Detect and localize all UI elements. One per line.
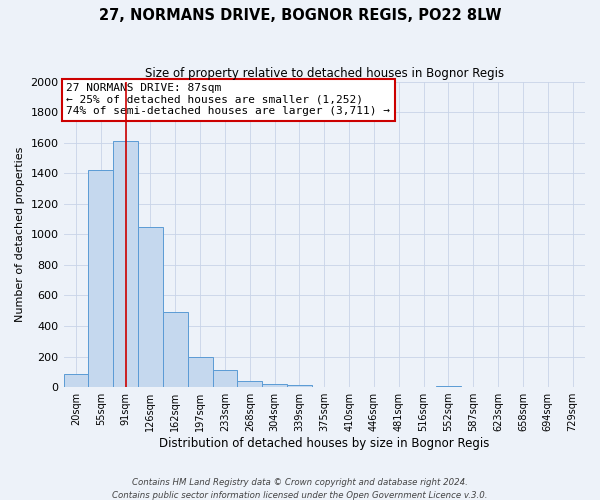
Bar — [113, 141, 138, 387]
Bar — [238, 381, 262, 387]
Bar — [188, 356, 212, 387]
Y-axis label: Number of detached properties: Number of detached properties — [15, 146, 25, 322]
Bar — [287, 385, 312, 387]
Bar — [163, 312, 188, 387]
Bar — [88, 170, 113, 387]
X-axis label: Distribution of detached houses by size in Bognor Regis: Distribution of detached houses by size … — [159, 437, 490, 450]
Bar — [212, 370, 238, 387]
Text: Contains HM Land Registry data © Crown copyright and database right 2024.
Contai: Contains HM Land Registry data © Crown c… — [112, 478, 488, 500]
Title: Size of property relative to detached houses in Bognor Regis: Size of property relative to detached ho… — [145, 68, 504, 80]
Bar — [64, 374, 88, 387]
Bar — [436, 386, 461, 387]
Text: 27 NORMANS DRIVE: 87sqm
← 25% of detached houses are smaller (1,252)
74% of semi: 27 NORMANS DRIVE: 87sqm ← 25% of detache… — [66, 83, 390, 116]
Bar — [262, 384, 287, 387]
Text: 27, NORMANS DRIVE, BOGNOR REGIS, PO22 8LW: 27, NORMANS DRIVE, BOGNOR REGIS, PO22 8L… — [99, 8, 501, 22]
Bar — [138, 226, 163, 387]
